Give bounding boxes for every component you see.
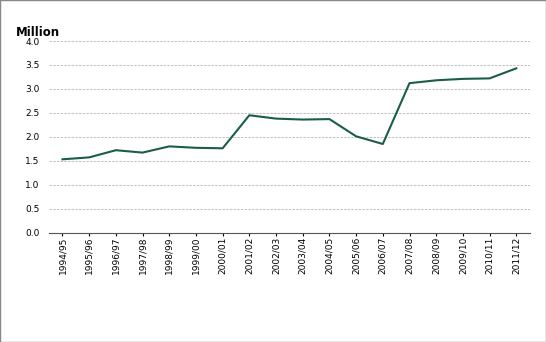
Text: Million: Million [15,26,60,39]
